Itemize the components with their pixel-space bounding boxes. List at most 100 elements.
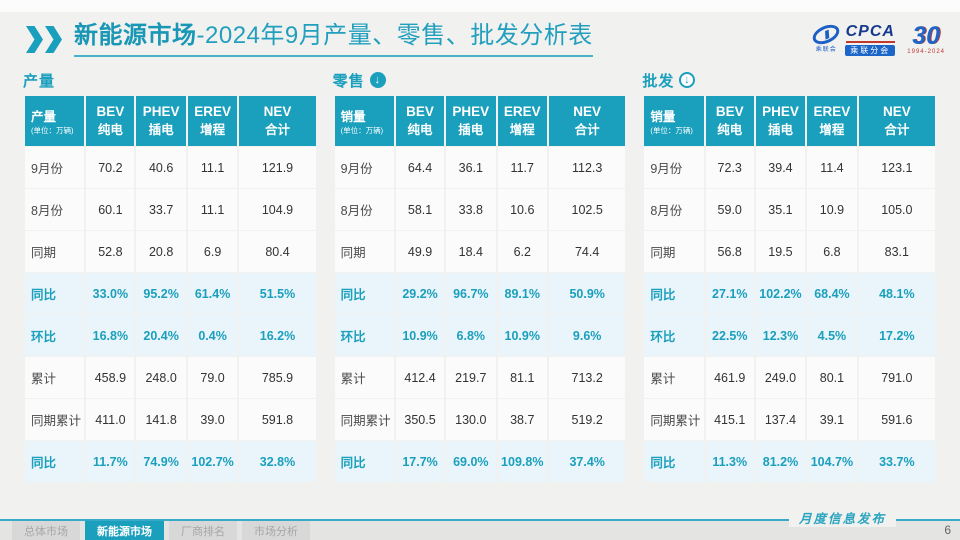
table-cell: 11.4 <box>807 147 857 188</box>
table-cell: 18.4 <box>446 231 496 272</box>
table-cell: 49.9 <box>396 231 445 272</box>
column-name-zh: 纯电 <box>717 123 743 137</box>
data-table-retail: 销量 (单位：万辆) BEV 纯电 PHEV 插电 EREV 增程 NEV 合计 9月份 64.4 36… <box>333 95 628 483</box>
column-name-en: NEV <box>263 104 292 119</box>
page-title-market: 新能源市场 <box>74 22 197 49</box>
table-cell: 9.6% <box>548 315 626 356</box>
corner-cell: 销量 (单位：万辆) <box>644 96 704 146</box>
table-cell: 591.8 <box>239 399 316 440</box>
double-chevron-icon <box>26 26 62 53</box>
column-name-zh: 合计 <box>574 123 600 137</box>
cpca-icon-caption: 乘联会 <box>815 47 837 54</box>
table-cell: 35.1 <box>755 189 806 230</box>
table-cell: 39.0 <box>187 399 238 440</box>
corner-unit: (单位：万辆) <box>31 126 74 135</box>
table-cell: 519.2 <box>548 399 626 440</box>
column-name-en: PHEV <box>762 104 799 119</box>
row-label: 同比 <box>334 273 395 314</box>
table-cell: 4.5% <box>807 315 857 356</box>
column-name-zh: 纯电 <box>97 123 123 137</box>
table-cell: 102.2% <box>755 273 806 314</box>
corner-unit: (单位：万辆) <box>650 126 693 135</box>
row-label: 同期累计 <box>644 399 704 440</box>
row-label: 同期 <box>644 231 704 272</box>
corner-cell: 销量 (单位：万辆) <box>334 96 395 146</box>
column-header: EREV 增程 <box>807 96 857 146</box>
column-header: BEV 纯电 <box>86 96 135 146</box>
row-label: 环比 <box>644 315 704 356</box>
column-name-en: PHEV <box>452 104 490 119</box>
footer-tab-厂商排名[interactable]: 厂商排名 <box>169 521 237 540</box>
table-cell: 130.0 <box>446 399 496 440</box>
table-cell: 81.2% <box>755 441 806 482</box>
table-cell: 29.2% <box>396 273 445 314</box>
tables-area: 产量 产量 (单位：万辆) BEV 纯电 PHEV 插电 EREV 增程 NEV 合计 9月份 70.2… <box>23 70 937 483</box>
column-header: EREV 增程 <box>497 96 547 146</box>
table-cell: 123.1 <box>858 147 936 188</box>
table-cell: 248.0 <box>136 357 186 398</box>
table-cell: 52.8 <box>86 231 135 272</box>
table-cell: 83.1 <box>858 231 936 272</box>
footer-tab-总体市场[interactable]: 总体市场 <box>12 521 80 540</box>
logo-group: 乘联会 CPCA 乘联分会 30 1994-2024 <box>810 21 945 56</box>
section-title: 产量 <box>23 72 56 90</box>
row-label: 同期 <box>334 231 395 272</box>
corner-label: 产量 <box>31 110 57 124</box>
section-production: 产量 产量 (单位：万辆) BEV 纯电 PHEV 插电 EREV 增程 NEV 合计 9月份 70.2… <box>23 70 318 483</box>
table-row: 9月份 72.3 39.4 11.4 123.1 <box>644 147 936 188</box>
table-cell: 6.2 <box>497 231 547 272</box>
table-cell: 22.5% <box>705 315 754 356</box>
row-label: 同比 <box>644 273 704 314</box>
table-cell: 33.7 <box>136 189 186 230</box>
section-header-production: 产量 <box>23 70 318 90</box>
anniversary-number: 30 <box>912 22 941 51</box>
table-cell: 249.0 <box>755 357 806 398</box>
data-table-wholesale: 销量 (单位：万辆) BEV 纯电 PHEV 插电 EREV 增程 NEV 合计 9月份 72.3 39… <box>642 95 937 483</box>
anniversary-years: 1994-2024 <box>907 49 945 56</box>
section-title: 零售 <box>332 72 365 90</box>
table-cell: 17.2% <box>858 315 936 356</box>
column-name-en: EREV <box>503 104 541 119</box>
table-row: 同比 33.0% 95.2% 61.4% 51.5% <box>25 273 316 314</box>
column-name-zh: 插电 <box>148 123 174 137</box>
table-cell: 10.9% <box>497 315 547 356</box>
table-cell: 11.7% <box>86 441 135 482</box>
column-header: PHEV 插电 <box>136 96 186 146</box>
row-label: 环比 <box>25 315 85 356</box>
table-row: 累计 458.9 248.0 79.0 785.9 <box>25 357 316 398</box>
table-cell: 32.8% <box>239 441 316 482</box>
table-cell: 79.0 <box>187 357 238 398</box>
table-cell: 791.0 <box>858 357 936 398</box>
table-cell: 412.4 <box>396 357 445 398</box>
column-header: NEV 合计 <box>239 96 316 146</box>
data-table-production: 产量 (单位：万辆) BEV 纯电 PHEV 插电 EREV 增程 NEV 合计 9月份 70.2 40… <box>23 95 318 483</box>
header-row: 销量 (单位：万辆) BEV 纯电 PHEV 插电 EREV 增程 NEV 合计 <box>644 96 936 146</box>
cpca-logo: 乘联会 CPCA 乘联分会 <box>810 21 896 56</box>
table-cell: 458.9 <box>86 357 135 398</box>
column-header: BEV 纯电 <box>705 96 754 146</box>
table-cell: 81.1 <box>497 357 547 398</box>
table-row: 9月份 70.2 40.6 11.1 121.9 <box>25 147 316 188</box>
table-cell: 74.4 <box>548 231 626 272</box>
column-name-en: BEV <box>96 104 125 119</box>
header-row: 产量 (单位：万辆) BEV 纯电 PHEV 插电 EREV 增程 NEV 合计 <box>25 96 316 146</box>
table-cell: 0.4% <box>187 315 238 356</box>
table-cell: 20.8 <box>136 231 186 272</box>
column-name-zh: 合计 <box>264 123 290 137</box>
column-name-en: NEV <box>573 104 602 119</box>
page-title-subject: -2024年9月产量、零售、批发分析表 <box>196 22 593 49</box>
table-cell: 16.8% <box>86 315 135 356</box>
table-cell: 33.8 <box>446 189 496 230</box>
column-name-en: EREV <box>194 104 231 119</box>
table-cell: 27.1% <box>705 273 754 314</box>
column-header: NEV 合计 <box>548 96 626 146</box>
footer-tab-市场分析[interactable]: 市场分析 <box>242 521 310 540</box>
table-cell: 713.2 <box>548 357 626 398</box>
corner-label: 销量 <box>650 110 676 124</box>
table-cell: 11.1 <box>187 147 238 188</box>
table-row: 8月份 58.1 33.8 10.6 102.5 <box>334 189 626 230</box>
page-number: 6 <box>944 523 951 537</box>
row-label: 累计 <box>334 357 395 398</box>
table-cell: 6.8% <box>446 315 496 356</box>
footer-tab-新能源市场[interactable]: 新能源市场 <box>85 521 164 540</box>
